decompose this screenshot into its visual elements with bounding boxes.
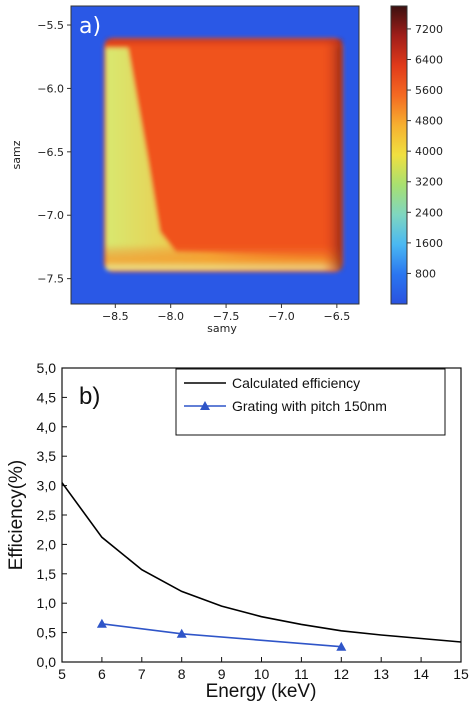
- line-chart-y-tick-label: 3,5: [37, 448, 57, 464]
- line-chart-x-tick-label: 8: [178, 666, 186, 682]
- heatmap-x-tick-label: −7.0: [268, 310, 295, 323]
- heatmap-square: [104, 38, 343, 272]
- line-chart-y-tick-label: 1,0: [37, 595, 57, 611]
- line-chart-x-tick-label: 15: [453, 666, 469, 682]
- heatmap-y-tick-label: −6.5: [37, 146, 64, 159]
- legend-entry-calculated: Calculated efficiency: [232, 375, 360, 391]
- colorbar-tick-label: 5600: [415, 84, 443, 97]
- heatmap-panel: a) −8.5 −8.0 −7.5 −7.0 −6.5 −5.5 −6.0 −6.5 −7.0…: [10, 5, 360, 335]
- line-chart-x-tick-label: 11: [294, 666, 309, 682]
- line-chart-y-tick-label: 1,5: [37, 566, 57, 582]
- line-chart-x-ticks: 5 6 7 8 9 10 11 12 13 14 15: [58, 657, 469, 682]
- line-chart-y-tick-label: 2,5: [37, 507, 57, 523]
- heatmap-y-tick-label: −7.5: [37, 273, 64, 286]
- colorbar-tick-label: 4000: [415, 145, 443, 158]
- colorbar-gradient: [390, 5, 408, 305]
- colorbar-tick-label: 1600: [415, 237, 443, 250]
- square-main-region: [104, 38, 343, 272]
- heatmap-x-label: samy: [207, 322, 237, 335]
- colorbar-tick-label: 3200: [415, 176, 443, 189]
- legend-marker-grating: [200, 401, 210, 410]
- heatmap-x-tick-label: −8.5: [102, 310, 129, 323]
- colorbar-tick-label: 7200: [415, 23, 443, 36]
- heatmap-x-tick-label: −7.5: [213, 310, 240, 323]
- series-point-1: [336, 641, 347, 651]
- line-chart-x-tick-label: 5: [58, 666, 66, 682]
- legend-box: [175, 368, 446, 436]
- legend: Calculated efficiency Grating with pitch…: [175, 368, 446, 436]
- series-point-1: [176, 628, 187, 638]
- line-chart-x-label: Energy (keV): [206, 681, 317, 702]
- colorbar: 800 1600 2400 3200 4000 4800 5600 6400 7200: [390, 5, 443, 305]
- line-chart-y-tick-label: 0,5: [37, 625, 57, 641]
- line-chart-y-tick-label: 3,0: [37, 478, 57, 494]
- panel-label-a: a): [79, 14, 101, 39]
- square-top-edge: [106, 39, 342, 49]
- line-chart-y-tick-label: 0,0: [37, 654, 57, 670]
- square-right-edge: [322, 40, 342, 270]
- line-chart-y-label: Efficiency(%): [6, 460, 27, 571]
- heatmap-x-tick-label: −8.0: [157, 310, 184, 323]
- line-chart-x-tick-label: 13: [373, 666, 389, 682]
- colorbar-tick-label: 4800: [415, 115, 443, 128]
- heatmap-frame: [70, 5, 360, 305]
- heatmap-y-tick-label: −7.0: [37, 209, 64, 222]
- legend-entry-grating: Grating with pitch 150nm: [232, 398, 387, 414]
- heatmap-x-tick-label: −6.5: [323, 310, 350, 323]
- line-chart-x-tick-label: 7: [138, 666, 146, 682]
- line-chart-series: [61, 482, 462, 651]
- square-bottom-gradient: [106, 244, 342, 270]
- line-chart-x-tick-label: 6: [98, 666, 106, 682]
- line-chart-panel: b) 5 6 7 8 9 10 11 12 13 14 15 0,0 0,5 1,0 1,5 2,0 2,5 3…: [6, 360, 469, 702]
- panel-label-b: b): [79, 383, 100, 410]
- colorbar-tick-label: 6400: [415, 53, 443, 66]
- line-chart-y-ticks: 0,0 0,5 1,0 1,5 2,0 2,5 3,0 3,5 4,0 4,5 5,0: [37, 360, 67, 670]
- line-chart-x-tick-label: 14: [413, 666, 429, 682]
- line-chart-x-tick-label: 10: [254, 666, 270, 682]
- heatmap-y-tick-label: −5.5: [37, 19, 64, 32]
- line-chart-y-tick-label: 5,0: [37, 360, 57, 376]
- heatmap-y-ticks: −5.5 −6.0 −6.5 −7.0 −7.5: [37, 19, 71, 286]
- line-chart-y-tick-label: 4,0: [37, 419, 57, 435]
- series-point-1: [96, 618, 107, 628]
- line-chart-x-tick-label: 9: [218, 666, 226, 682]
- series-line-0: [61, 482, 462, 643]
- heatmap-y-label: samz: [10, 140, 23, 169]
- heatmap-x-ticks: −8.5 −8.0 −7.5 −7.0 −6.5: [102, 304, 350, 323]
- colorbar-ticks: 800 1600 2400 3200 4000 4800 5600 6400 7200: [407, 23, 443, 280]
- colorbar-tick-label: 800: [415, 267, 436, 280]
- line-chart-y-tick-label: 4,5: [37, 389, 57, 405]
- line-chart-x-tick-label: 12: [334, 666, 350, 682]
- colorbar-tick-label: 2400: [415, 206, 443, 219]
- heatmap-y-tick-label: −6.0: [37, 82, 64, 95]
- line-chart-y-tick-label: 2,0: [37, 536, 57, 552]
